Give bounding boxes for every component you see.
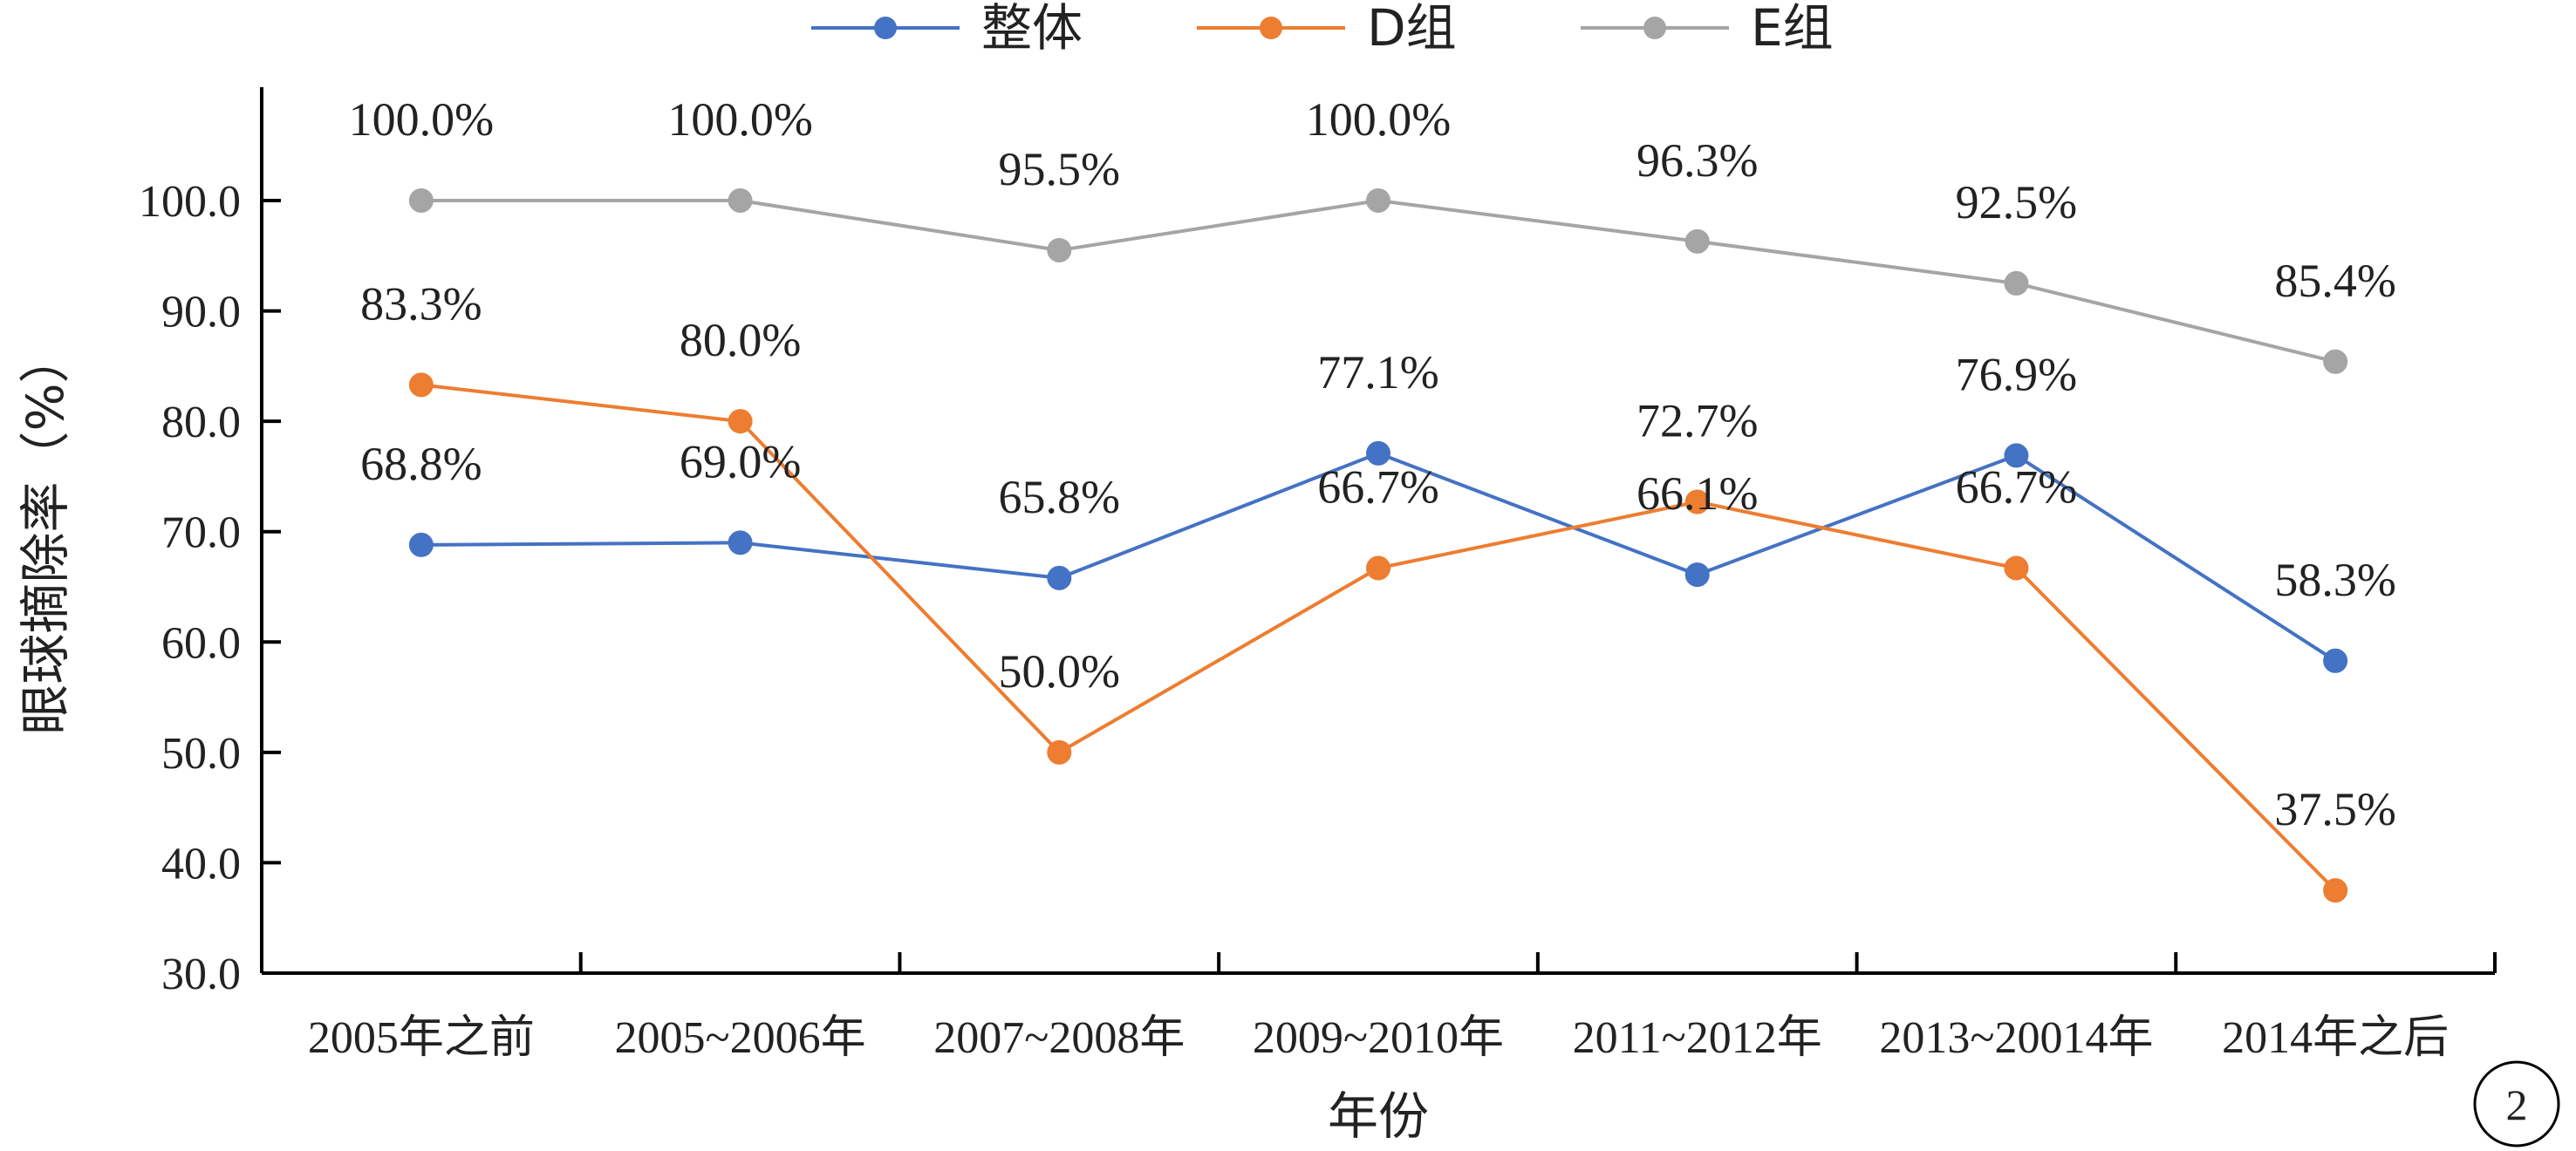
- data-point: [408, 188, 434, 213]
- data-label: 83.3%: [360, 277, 482, 330]
- series-markers: [408, 188, 2348, 903]
- y-tick-label: 30.0: [161, 950, 241, 999]
- y-tick-label: 80.0: [161, 398, 241, 447]
- legend-swatch-marker: [1643, 17, 1666, 39]
- data-point: [1047, 237, 1072, 262]
- legend-label: E组: [1751, 0, 1834, 58]
- data-point: [2004, 443, 2029, 468]
- data-label: 77.1%: [1317, 346, 1438, 398]
- legend-label: 整体: [981, 0, 1083, 58]
- data-label: 72.7%: [1636, 395, 1758, 447]
- y-tick-label: 50.0: [161, 729, 241, 779]
- x-tick-label: 2007~2008年: [933, 1013, 1185, 1063]
- panel-badge: 2: [2473, 1060, 2560, 1148]
- x-tick-label: 2013~20014年: [1879, 1013, 2153, 1063]
- data-label: 100.0%: [1306, 93, 1451, 146]
- data-label: 65.8%: [999, 471, 1120, 523]
- data-label: 96.3%: [1636, 134, 1758, 187]
- data-point: [408, 532, 434, 557]
- data-label: 68.8%: [360, 438, 482, 490]
- data-label: 37.5%: [2274, 783, 2395, 835]
- panel-badge-label: 2: [2506, 1080, 2528, 1129]
- data-label: 66.7%: [1317, 460, 1438, 513]
- panel-badge-circle: [2473, 1060, 2560, 1148]
- data-label: 66.7%: [1956, 460, 2077, 513]
- data-point: [1366, 188, 1390, 213]
- data-label: 85.4%: [2274, 255, 2395, 307]
- data-point: [728, 530, 753, 555]
- x-tick-label: 2011~2012年: [1573, 1013, 1822, 1063]
- y-tick-label: 40.0: [161, 839, 241, 889]
- data-label: 80.0%: [680, 314, 801, 366]
- data-point: [1684, 228, 1710, 254]
- data-point: [2004, 555, 2029, 581]
- data-label: 92.5%: [1956, 176, 2077, 228]
- data-point: [728, 409, 753, 434]
- y-tick-label: 70.0: [161, 508, 241, 558]
- data-label: 76.9%: [1956, 348, 2077, 400]
- x-axis-title: 年份: [1328, 1086, 1429, 1146]
- data-label: 95.5%: [999, 143, 1120, 195]
- x-tick-label: 2009~2010年: [1253, 1013, 1504, 1063]
- data-point: [408, 372, 434, 398]
- data-point: [2323, 349, 2348, 374]
- y-tick-label: 90.0: [161, 288, 241, 337]
- data-point: [2323, 648, 2348, 673]
- legend-label: D组: [1367, 0, 1457, 58]
- data-point: [728, 188, 753, 213]
- x-tick-label: 2014年之后: [2222, 1013, 2449, 1063]
- data-label: 50.0%: [999, 645, 1120, 698]
- data-point: [1366, 555, 1390, 581]
- y-tick-label: 100.0: [139, 177, 241, 227]
- axes: 30.0 40.0 50.0 60.0 70.0 80.0 90.0 100.0 2005年之前…: [139, 87, 2497, 1063]
- legend: 整体 D组 E组: [811, 0, 1834, 58]
- data-label: 69.0%: [680, 435, 801, 487]
- data-point: [2323, 878, 2348, 903]
- data-point: [1047, 565, 1072, 590]
- data-point: [1366, 440, 1390, 466]
- data-label: 100.0%: [667, 93, 812, 146]
- data-label: 58.3%: [2274, 554, 2395, 606]
- data-point: [1047, 739, 1072, 765]
- data-point: [1684, 562, 1710, 588]
- y-axis-title: 眼球摘除率（%）: [16, 332, 75, 734]
- data-label: 66.1%: [1636, 467, 1758, 520]
- data-point: [2004, 270, 2029, 296]
- data-label: 100.0%: [349, 93, 494, 146]
- legend-swatch-marker: [874, 17, 897, 39]
- series-lines: [420, 198, 2337, 892]
- y-tick-label: 60.0: [161, 618, 241, 668]
- x-tick-label: 2005年之前: [308, 1013, 535, 1063]
- data-point: [1684, 489, 1710, 514]
- legend-swatch-marker: [1260, 17, 1282, 39]
- x-tick-label: 2005~2006年: [615, 1013, 866, 1063]
- data-labels: 68.8% 69.0% 65.8% 77.1% 66.1% 76.9% 58.3% 83.3%…: [349, 93, 2396, 835]
